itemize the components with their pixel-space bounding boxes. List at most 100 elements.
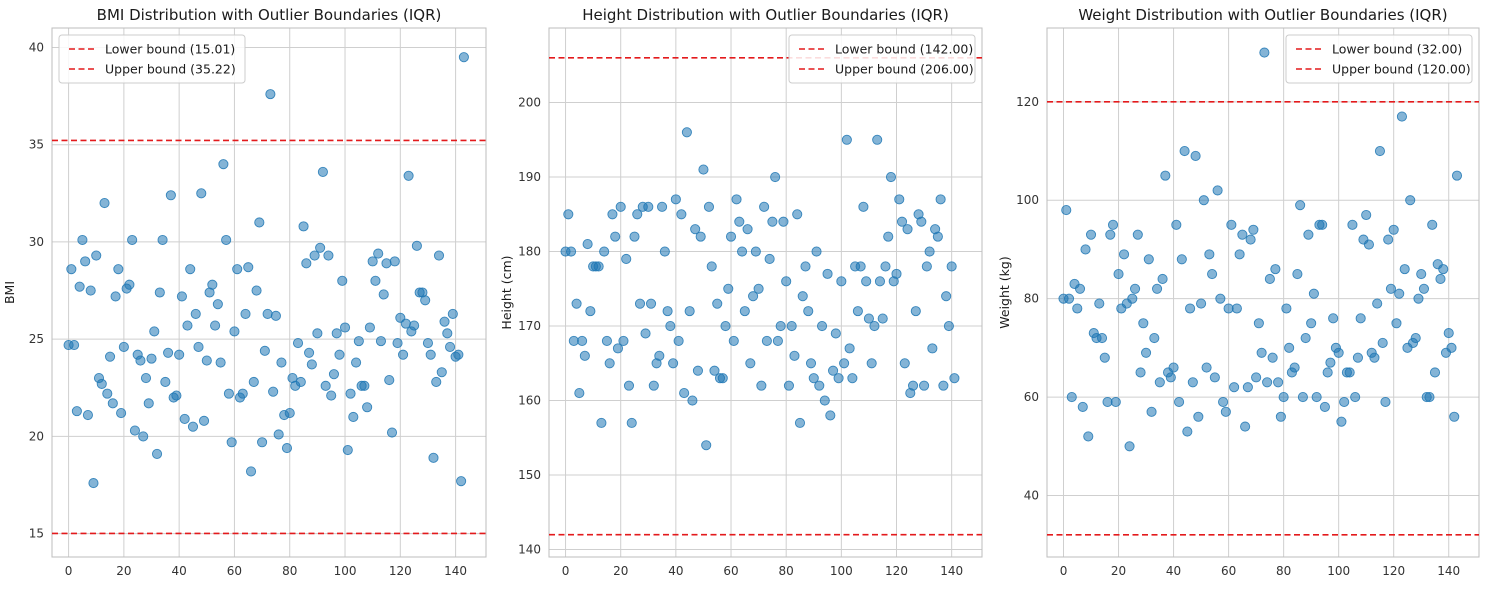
data-point: [1418, 283, 1430, 294]
data-point: [692, 365, 703, 376]
y-axis-label: Weight (kg): [997, 256, 1012, 328]
data-point: [1063, 293, 1075, 304]
data-point: [863, 313, 874, 324]
data-point: [1438, 264, 1449, 275]
data-point: [1273, 377, 1284, 388]
data-point: [268, 386, 279, 397]
data-point: [1278, 392, 1289, 403]
data-point: [571, 298, 582, 309]
data-point: [852, 306, 863, 317]
data-point: [359, 380, 370, 391]
data-point: [734, 216, 745, 227]
x-tick-label: 40: [172, 564, 187, 578]
y-tick-label: 15: [29, 527, 44, 541]
data-point: [99, 197, 110, 209]
data-point: [127, 234, 138, 246]
data-point: [629, 231, 640, 242]
data-point: [1333, 347, 1344, 358]
data-point: [819, 395, 830, 406]
y-tick-label: 30: [29, 235, 44, 249]
height-scatter-panel: 0 20 40 60 80 100 120 140 140 150 160 170 180 190 200 L…: [499, 6, 983, 578]
data-point: [143, 398, 154, 409]
data-point: [731, 194, 742, 205]
data-point: [276, 357, 287, 368]
data-point: [262, 308, 273, 319]
data-point: [1311, 392, 1322, 403]
data-point: [1427, 219, 1438, 230]
y-tick-label: 190: [518, 170, 541, 184]
data-point: [328, 369, 340, 380]
x-tick-label: 100: [334, 564, 357, 578]
data-point: [281, 443, 293, 454]
data-point: [453, 349, 464, 360]
data-point: [174, 349, 185, 360]
y-axis-label: BMI: [2, 281, 17, 304]
y-tick-label: 200: [518, 96, 541, 110]
data-point: [1193, 411, 1204, 422]
data-point: [943, 320, 954, 332]
y-tick-label: 180: [518, 245, 541, 259]
data-point: [212, 299, 223, 310]
plot-area-frame: [1046, 27, 1480, 558]
chart-title: Height Distribution with Outlier Boundar…: [582, 6, 949, 24]
data-point: [207, 279, 218, 290]
data-point: [1085, 229, 1097, 240]
data-point: [110, 291, 121, 302]
data-point: [1336, 416, 1347, 427]
data-point: [1066, 392, 1077, 403]
data-point: [701, 440, 712, 451]
x-tick-label: 60: [1221, 564, 1236, 578]
data-point: [690, 224, 701, 235]
data-point: [803, 306, 814, 317]
data-point: [1077, 401, 1088, 412]
data-point: [908, 380, 919, 391]
chart-title: BMI Distribution with Outlier Boundaries…: [97, 6, 442, 24]
data-point: [229, 326, 240, 337]
data-point: [237, 388, 248, 399]
data-point: [187, 421, 199, 432]
data-point: [902, 224, 913, 235]
data-point: [941, 291, 952, 302]
data-point: [1449, 411, 1460, 422]
data-point: [251, 285, 262, 296]
x-tick-label: 120: [389, 564, 412, 578]
y-tick-label: 80: [1024, 292, 1039, 306]
data-point: [66, 264, 77, 275]
data-point: [232, 264, 243, 275]
data-point: [883, 231, 894, 242]
data-point: [1344, 367, 1355, 378]
data-point: [648, 380, 659, 391]
data-point: [1435, 273, 1446, 285]
data-point: [855, 261, 866, 272]
data-point: [1061, 205, 1072, 216]
data-point: [107, 398, 118, 409]
data-point: [309, 250, 320, 261]
data-point: [668, 358, 679, 369]
data-point: [623, 380, 635, 391]
data-point: [351, 357, 362, 368]
data-point: [223, 388, 234, 399]
data-point: [830, 328, 841, 339]
data-point: [1198, 195, 1209, 206]
data-point: [1107, 219, 1119, 230]
data-point: [88, 478, 99, 489]
data-point: [364, 322, 375, 333]
data-point: [245, 466, 257, 477]
x-tick-label: 80: [1276, 564, 1291, 578]
data-point: [1328, 313, 1339, 324]
data-point: [792, 209, 803, 220]
data-point: [604, 358, 615, 369]
data-point: [566, 246, 577, 257]
data-point: [1212, 185, 1223, 196]
x-tick-label: 100: [1327, 564, 1350, 578]
data-point: [1446, 342, 1457, 353]
data-point: [323, 250, 334, 261]
data-point: [1416, 268, 1427, 280]
data-point: [420, 295, 431, 306]
data-point: [218, 159, 229, 170]
data-point: [1284, 342, 1295, 353]
data-point: [577, 335, 588, 346]
data-point: [306, 359, 317, 370]
data-point: [1443, 328, 1454, 339]
data-point: [201, 355, 212, 366]
